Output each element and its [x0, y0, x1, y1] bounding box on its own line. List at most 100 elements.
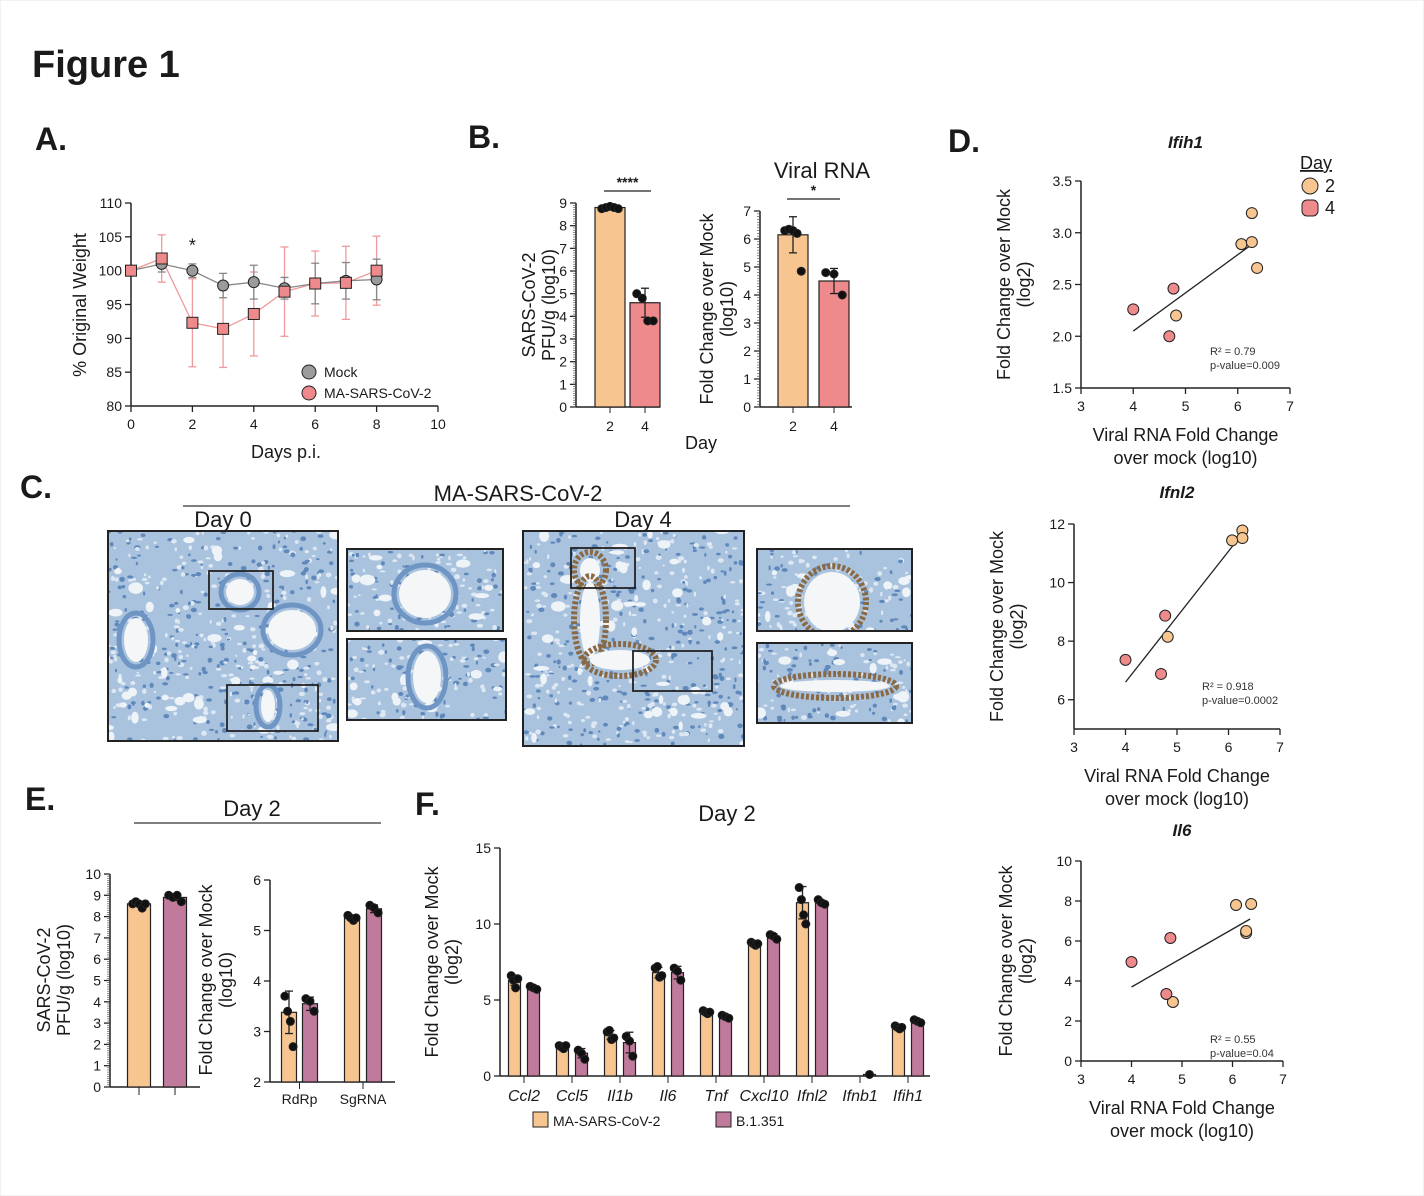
cell	[696, 641, 700, 645]
cell	[501, 672, 506, 677]
cell	[842, 706, 846, 712]
cell	[254, 660, 260, 664]
x-tick-label: 8	[373, 416, 381, 432]
alveolar-space	[877, 658, 892, 665]
cell	[737, 723, 743, 729]
cell	[662, 702, 666, 706]
panel-d-il6-scatter: Il6 0 2 4 6 8 10 3 4 5 6 7 R² = 0.55 p-value=0.04 Fold…	[996, 821, 1287, 1141]
y-axis-label: SARS-CoV-2	[519, 252, 539, 357]
x-tick-label: 6	[1229, 1071, 1237, 1087]
cell	[643, 540, 648, 546]
bar	[910, 1020, 925, 1077]
panel-f-cytokine-chart: 0 5 10 15 Ccl2 Ccl5 Il1b Il6 Tnf Cxcl10 Ifnl2 Ifnb1…	[422, 840, 930, 1129]
cell	[780, 563, 783, 568]
cell	[711, 703, 717, 708]
cell	[325, 713, 332, 719]
cell	[177, 649, 182, 654]
cell	[869, 707, 872, 712]
y-axis-label-2: (log2)	[442, 939, 462, 985]
cell	[220, 531, 227, 535]
cell	[122, 594, 127, 599]
cell	[351, 553, 355, 557]
cell	[471, 646, 475, 652]
cell	[303, 666, 310, 670]
cell	[653, 692, 659, 697]
cell	[300, 571, 307, 576]
cell	[550, 641, 554, 645]
cell	[670, 539, 675, 544]
cell	[888, 595, 892, 601]
cell	[184, 644, 191, 648]
cell	[715, 685, 719, 689]
chart-title: Ifnl2	[1160, 483, 1195, 502]
cell	[400, 702, 407, 708]
legend-label: MA-SARS-CoV-2	[324, 385, 432, 401]
data-point	[1240, 925, 1253, 937]
cell	[188, 601, 191, 606]
cell	[360, 612, 365, 615]
cell	[526, 572, 533, 576]
cell	[655, 734, 662, 737]
cell	[454, 574, 460, 580]
alveolar-space	[764, 610, 771, 623]
cell	[721, 625, 726, 629]
cell	[329, 561, 334, 566]
airway-lumen	[399, 570, 451, 618]
data-point	[673, 966, 682, 976]
cell	[171, 735, 175, 739]
data-point	[753, 939, 763, 949]
cell	[812, 708, 817, 713]
cell	[203, 637, 207, 642]
cell	[902, 685, 906, 689]
cell	[536, 715, 540, 720]
cell	[366, 624, 370, 630]
alveolar-space	[634, 602, 646, 607]
cell	[164, 657, 169, 663]
alveolar-space	[702, 616, 712, 626]
alveolar-space	[144, 702, 150, 708]
cell	[355, 552, 360, 558]
cell	[830, 715, 836, 721]
cell	[260, 574, 266, 579]
alveolar-space	[247, 655, 257, 662]
cell	[242, 714, 245, 719]
cell	[174, 639, 181, 643]
x-tick-label: 5	[1178, 1071, 1186, 1087]
cell	[721, 618, 724, 622]
cell	[889, 653, 895, 656]
bar	[814, 902, 829, 1077]
cell	[776, 715, 783, 720]
cell	[568, 728, 573, 732]
data-point	[1164, 932, 1177, 944]
cell	[174, 547, 178, 552]
alveolar-space	[651, 706, 663, 718]
cell	[207, 657, 213, 663]
legend-label: 2	[1325, 176, 1335, 196]
cell	[219, 722, 225, 728]
cell	[347, 613, 353, 617]
cell	[787, 707, 790, 713]
cell	[469, 643, 475, 647]
airway-lumen	[580, 558, 600, 582]
cell	[115, 558, 118, 561]
cell	[264, 663, 269, 669]
data-point	[1159, 609, 1172, 622]
cell	[420, 711, 426, 716]
cell	[231, 614, 237, 618]
cell	[682, 587, 688, 592]
cell	[677, 556, 685, 561]
cell	[549, 582, 555, 586]
alveolar-space	[376, 564, 383, 570]
y-tick-label: 9	[93, 887, 101, 903]
cell	[703, 580, 707, 584]
alveolar-space	[898, 576, 910, 586]
cell	[453, 643, 460, 646]
image-border	[346, 638, 507, 721]
panel-d-legend-title: Day	[1300, 153, 1332, 173]
cell	[161, 647, 167, 651]
cell	[547, 554, 550, 560]
x-tick-label: 2	[789, 418, 797, 434]
alveolar-space	[690, 712, 707, 719]
y-axis-label: Fold Change over Mock	[987, 530, 1007, 722]
cell	[314, 581, 320, 584]
